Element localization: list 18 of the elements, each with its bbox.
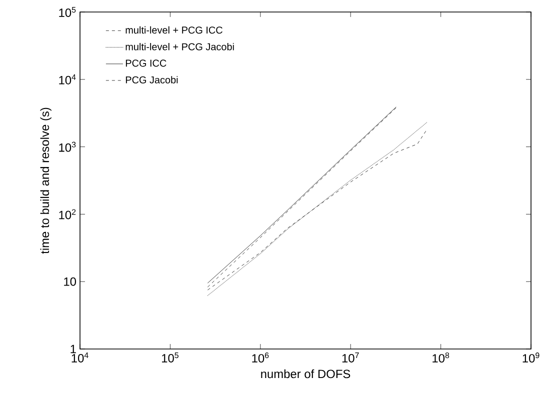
legend-label: multi-level + PCG Jacobi bbox=[126, 42, 234, 50]
x-tick-label: 10$^{5}$ bbox=[162, 352, 178, 362]
y-tick-label: 10$^{5}$ bbox=[59, 7, 76, 17]
y-axis-title: time to build and resolve (s) bbox=[40, 108, 52, 254]
legend-label: multi-level + PCG ICC bbox=[126, 26, 222, 34]
x-axis-title: number of DOFS bbox=[261, 369, 350, 378]
x-tick-label: 10$^{8}$ bbox=[432, 352, 450, 363]
legend-label: PCG ICC bbox=[126, 60, 166, 67]
x-tick-label: 10$^{9}$ bbox=[522, 352, 540, 363]
x-tick-label: 10$^{7}$ bbox=[342, 352, 359, 362]
x-tick-label: 10$^{6}$ bbox=[252, 352, 269, 363]
y-tick-label: 10$^{4}$ bbox=[59, 74, 76, 84]
legend-label: PCG Jacobi bbox=[126, 76, 178, 84]
y-tick-label: 10$^{3}$ bbox=[59, 142, 76, 152]
x-tick-label: 10$^{4}$ bbox=[72, 352, 88, 362]
y-tick-label: 1 bbox=[70, 344, 76, 354]
y-tick-label: 10 bbox=[64, 277, 76, 286]
y-tick-label: 10$^{2}$ bbox=[59, 209, 76, 220]
